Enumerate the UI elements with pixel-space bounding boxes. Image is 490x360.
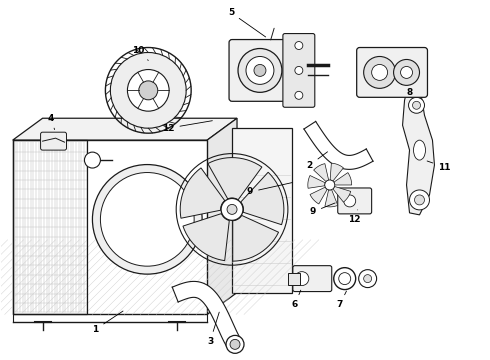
Text: 2: 2	[307, 152, 327, 170]
Polygon shape	[241, 172, 284, 225]
Text: 12: 12	[162, 121, 212, 133]
FancyBboxPatch shape	[293, 266, 332, 292]
Circle shape	[364, 275, 371, 283]
Text: 8: 8	[401, 84, 413, 97]
Polygon shape	[233, 215, 279, 261]
Text: 5: 5	[228, 8, 266, 37]
Text: 1: 1	[92, 311, 123, 334]
Circle shape	[413, 101, 420, 109]
Polygon shape	[180, 168, 225, 218]
Text: 7: 7	[337, 291, 346, 309]
Bar	[232, 128, 292, 293]
Circle shape	[139, 81, 158, 100]
Circle shape	[400, 67, 413, 78]
Text: 6: 6	[292, 290, 301, 309]
Circle shape	[230, 339, 240, 349]
Polygon shape	[172, 282, 241, 350]
Polygon shape	[304, 121, 373, 169]
Circle shape	[127, 69, 169, 111]
Polygon shape	[183, 213, 229, 261]
Polygon shape	[310, 187, 327, 204]
Circle shape	[100, 172, 194, 266]
Text: 9: 9	[310, 203, 335, 216]
Circle shape	[364, 57, 395, 88]
Circle shape	[334, 268, 356, 289]
Polygon shape	[334, 172, 352, 185]
Text: 3: 3	[207, 312, 219, 346]
Polygon shape	[13, 118, 237, 140]
Circle shape	[221, 198, 243, 220]
Circle shape	[295, 41, 303, 50]
FancyBboxPatch shape	[229, 40, 311, 101]
Polygon shape	[308, 175, 325, 188]
Text: 11: 11	[427, 161, 451, 172]
FancyBboxPatch shape	[283, 33, 315, 107]
Circle shape	[84, 152, 100, 168]
Circle shape	[371, 64, 388, 80]
Polygon shape	[314, 163, 329, 181]
Circle shape	[295, 272, 309, 285]
Circle shape	[227, 204, 237, 214]
FancyBboxPatch shape	[41, 132, 67, 150]
Circle shape	[339, 273, 351, 285]
Polygon shape	[330, 163, 343, 181]
Bar	[13, 140, 207, 315]
Circle shape	[246, 57, 274, 84]
Text: 12: 12	[348, 210, 361, 224]
Circle shape	[254, 64, 266, 76]
Polygon shape	[207, 118, 237, 315]
Text: 10: 10	[132, 46, 148, 60]
Circle shape	[325, 180, 335, 190]
FancyBboxPatch shape	[357, 48, 427, 97]
Circle shape	[110, 53, 186, 128]
FancyBboxPatch shape	[338, 188, 371, 214]
Ellipse shape	[414, 140, 425, 160]
Polygon shape	[208, 158, 262, 200]
Circle shape	[238, 49, 282, 92]
Circle shape	[93, 165, 202, 274]
Circle shape	[393, 59, 419, 85]
Circle shape	[410, 190, 429, 210]
Polygon shape	[333, 186, 351, 202]
Bar	[13, 140, 87, 315]
Text: 4: 4	[48, 114, 54, 130]
Bar	[288, 273, 300, 285]
Circle shape	[359, 270, 377, 288]
Circle shape	[343, 195, 356, 207]
Circle shape	[415, 195, 424, 205]
Circle shape	[295, 67, 303, 75]
Polygon shape	[325, 190, 338, 207]
Circle shape	[295, 91, 303, 99]
Polygon shape	[403, 80, 435, 215]
Circle shape	[409, 97, 424, 113]
Text: 9: 9	[247, 183, 292, 197]
Circle shape	[226, 336, 244, 353]
